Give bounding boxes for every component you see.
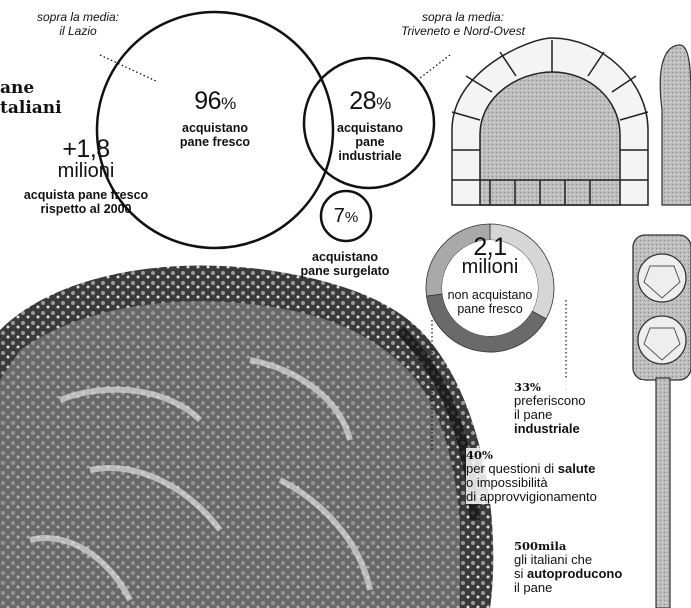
circle-fresh-bread	[95, 10, 335, 250]
callout-line-north	[419, 54, 451, 79]
breakdown-text-before: gli italiani che si	[514, 552, 593, 581]
non-buyers-donut	[425, 223, 555, 353]
donut-center	[442, 240, 538, 336]
frozen-bread-label: acquistano pane surgelato	[282, 250, 408, 278]
industrial-bread-label-3: industriale	[338, 149, 402, 163]
frozen-bread-unit: %	[344, 209, 359, 226]
breakdown-item-health: 40% per questioni di salute o impossibil…	[466, 448, 641, 504]
title-line-1: ane	[0, 78, 35, 98]
title-line-2: taliani	[0, 98, 62, 118]
callout-north-line2: Triveneto e Nord-Ovest	[401, 24, 525, 38]
non-buyers-stat: 2,1 milioni non acquistano pane fresco	[425, 234, 555, 316]
baker-peel-icon	[659, 44, 691, 206]
breakdown-text: per questioni di salute o impossibilità …	[466, 462, 641, 504]
breakdown-text-before: preferiscono il pane	[514, 393, 586, 422]
frozen-bread-label-1: acquistano	[312, 250, 378, 264]
bread-loaf-illustration	[0, 265, 494, 608]
industrial-bread-stat: 28% acquistano pane industriale	[320, 88, 420, 163]
breakdown-text-bold: salute	[557, 461, 596, 476]
non-buyers-value: 2,1	[473, 233, 507, 261]
callout-north: sopra la media: Triveneto e Nord-Ovest	[378, 10, 548, 38]
breakdown-item-selfproduce: 500mila gli italiani che si autoproducon…	[514, 539, 644, 595]
breakdown-text-bold: autoproducono	[527, 566, 623, 581]
breakdown-item-industrial: 33% preferiscono il pane industriale	[514, 380, 644, 436]
oven-arch-icon	[451, 37, 649, 206]
industrial-bread-value: 28%	[320, 88, 420, 117]
frozen-bread-label-2: pane surgelato	[300, 264, 390, 278]
breakdown-value: 40%	[466, 448, 641, 462]
fresh-bread-stat: 96% acquistano pane fresco	[160, 88, 270, 149]
callout-lazio-line1: sopra la media:	[36, 10, 120, 24]
growth-label-1: acquista pane fresco	[23, 188, 149, 202]
industrial-bread-label-1: acquistano	[337, 121, 403, 135]
callout-lazio-line2: il Lazio	[59, 24, 97, 38]
non-buyers-unit: milioni	[461, 256, 519, 278]
fresh-bread-unit: %	[221, 94, 236, 113]
industrial-bread-number: 28	[349, 87, 377, 115]
breakdown-text-bold: industriale	[514, 421, 580, 436]
breakdown-value: 33%	[514, 380, 644, 394]
fresh-bread-number: 96	[194, 87, 222, 115]
growth-value: +1,8	[62, 135, 110, 163]
fresh-bread-label-1: acquistano	[182, 121, 248, 135]
growth-stat: +1,8 milioni acquista pane fresco rispet…	[0, 136, 172, 216]
growth-label-2: rispetto al 2000	[40, 202, 132, 216]
non-buyers-label-1: non acquistano	[447, 288, 533, 302]
callout-north-line1: sopra la media:	[421, 10, 505, 24]
industrial-bread-label-2: pane	[355, 135, 385, 149]
fresh-bread-value: 96%	[160, 88, 270, 117]
industrial-bread-unit: %	[376, 94, 391, 113]
callout-lazio: sopra la media: il Lazio	[14, 10, 142, 38]
breakdown-text-after: o impossibilità di approvvigionamento	[466, 475, 597, 504]
bread-rack-icon	[632, 234, 691, 608]
breakdown-text-after: il pane	[514, 580, 553, 595]
fresh-bread-label-2: pane fresco	[179, 135, 251, 149]
non-buyers-label-2: pane fresco	[457, 302, 523, 316]
breakdown-value: 500mila	[514, 539, 644, 553]
breakdown-text-before: per questioni di	[466, 461, 558, 476]
circle-industrial-bread	[302, 56, 436, 190]
breakdown-text: gli italiani che si autoproducono il pan…	[514, 553, 644, 595]
circle-frozen-bread	[319, 189, 373, 243]
breakdown-text: preferiscono il pane industriale	[514, 394, 644, 436]
frozen-bread-number: 7	[333, 205, 345, 227]
frozen-bread-value: 7%	[326, 205, 366, 229]
callout-line-lazio	[99, 54, 159, 83]
growth-unit: milioni	[57, 160, 115, 182]
page-title: ane taliani	[0, 78, 62, 118]
